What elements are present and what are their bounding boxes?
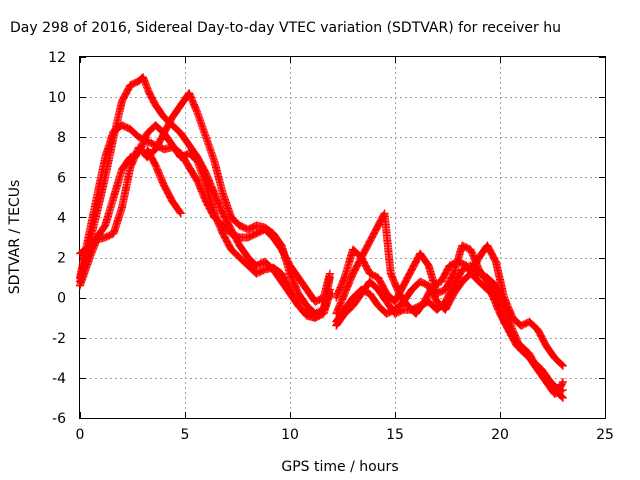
y-tick-label: 4 <box>57 210 66 226</box>
data-points <box>76 73 567 402</box>
y-axis-label: SDTVAR / TECUs <box>7 180 23 295</box>
series-trace-3 <box>76 89 334 318</box>
plot-frame <box>79 56 606 419</box>
y-tick-label: 0 <box>57 291 66 307</box>
chart-title: Day 298 of 2016, Sidereal Day-to-day VTE… <box>10 20 561 36</box>
y-tick-label: 10 <box>48 90 66 106</box>
y-tick-label: 6 <box>57 170 66 186</box>
axis-ticks <box>80 57 606 419</box>
x-tick-label: 5 <box>181 427 190 443</box>
y-tick-label: -2 <box>52 331 66 347</box>
y-tick-labels: -6 -4 -2 0 2 4 6 8 10 12 <box>48 50 66 427</box>
y-tick-label: 8 <box>57 130 66 146</box>
y-tick-label: 2 <box>57 251 66 267</box>
series-trace-7 <box>332 241 567 370</box>
x-tick-label: 20 <box>491 427 509 443</box>
data-marker-3 <box>76 121 334 322</box>
grid-lines <box>80 57 605 418</box>
x-axis-label: GPS time / hours <box>281 459 398 475</box>
series-trace-4 <box>76 121 334 322</box>
x-tick-labels: 0 5 10 15 20 25 <box>76 427 614 443</box>
y-tick-label: -4 <box>52 371 66 387</box>
series-trace-5 <box>143 145 185 218</box>
series-trace-9 <box>332 261 567 402</box>
y-tick-label: -6 <box>52 411 66 427</box>
data-marker-8 <box>332 261 567 402</box>
data-marker-4 <box>143 145 185 218</box>
data-marker-2 <box>76 89 334 318</box>
x-tick-label: 10 <box>281 427 299 443</box>
x-tick-label: 15 <box>386 427 404 443</box>
y-tick-label: 12 <box>48 50 66 66</box>
x-tick-label: 0 <box>76 427 85 443</box>
x-tick-label: 25 <box>596 427 614 443</box>
data-marker-6 <box>332 241 567 370</box>
